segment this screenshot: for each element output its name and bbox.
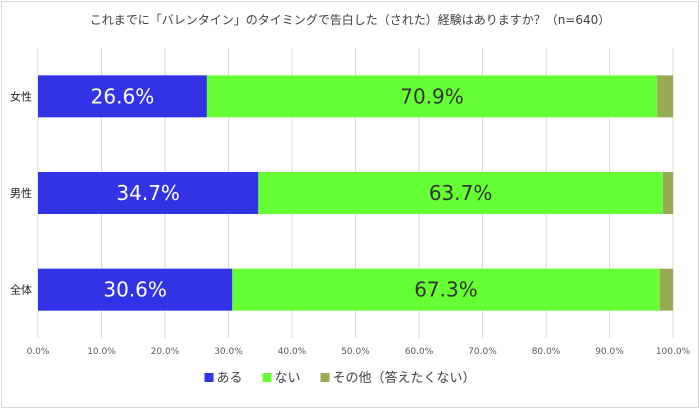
chart-title: これまでに「バレンタイン」のタイミングで告白した（された）経験はありますか？（n…	[90, 12, 611, 27]
x-tick-label: 90.0%	[595, 347, 624, 357]
x-tick-label: 50.0%	[341, 347, 370, 357]
x-tick-label: 0.0%	[27, 347, 50, 357]
bar-segment	[232, 268, 660, 311]
legend-swatch	[204, 373, 214, 382]
x-tick-label: 30.0%	[214, 347, 243, 357]
legend-entry: ある	[217, 371, 243, 386]
x-tick-label: 20.0%	[151, 347, 180, 357]
data-label: 63.7%	[429, 181, 493, 205]
legend-swatch	[262, 373, 272, 382]
bar-segment	[38, 268, 233, 311]
x-tick-label: 60.0%	[405, 347, 434, 357]
category-label: 全体	[10, 283, 32, 297]
data-label: 34.7%	[116, 181, 180, 205]
bars: 26.6% 70.9% 34.7% 63.7% 30.6% 67.3%	[38, 75, 673, 311]
data-label: 70.9%	[400, 84, 464, 108]
x-tick-label: 70.0%	[468, 347, 497, 357]
data-label: 67.3%	[414, 278, 478, 302]
bar-segment	[657, 75, 673, 118]
legend-entry: その他（答えたくない）	[333, 370, 476, 386]
category-label: 男性	[10, 186, 32, 200]
category-label: 女性	[10, 89, 32, 103]
data-label: 26.6%	[91, 84, 155, 108]
x-tick-label: 10.0%	[87, 347, 116, 357]
bar-segment	[662, 172, 673, 214]
legend-entry: ない	[275, 371, 301, 386]
x-axis-ticks: 0.0% 10.0% 20.0% 30.0% 40.0% 50.0% 60.0% 70.0% 8…	[27, 347, 691, 357]
bar-segment	[38, 75, 207, 118]
bar-segment	[206, 75, 658, 118]
legend-swatch	[320, 373, 330, 382]
data-label: 30.6%	[103, 278, 167, 302]
bar-segment	[258, 172, 663, 214]
x-tick-label: 40.0%	[278, 347, 307, 357]
bar-segment	[659, 268, 673, 311]
bar-segment	[38, 172, 259, 214]
x-tick-label: 80.0%	[532, 347, 561, 357]
legend: ある ない その他（答えたくない）	[204, 370, 476, 386]
x-tick-label: 100.0%	[656, 347, 691, 357]
